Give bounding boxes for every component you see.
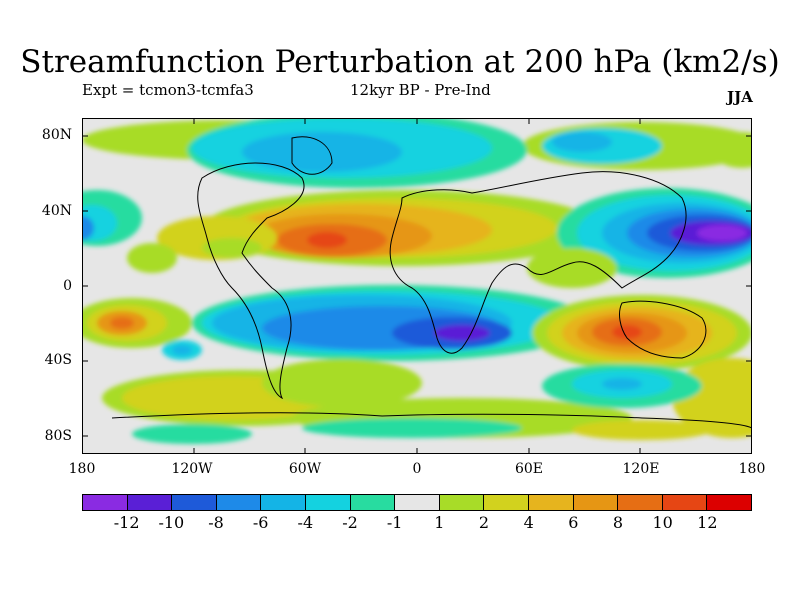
experiment-label: Expt = tcmon3-tcmfa3 <box>82 81 254 99</box>
colorbar-label: 1 <box>434 513 445 532</box>
colorbar-box <box>350 495 396 510</box>
lon-label-60e: 60E <box>514 461 544 477</box>
axis-ticks <box>82 118 752 454</box>
colorbar-box <box>528 495 574 510</box>
colorbar-box <box>261 495 306 510</box>
lat-label-eq: 0 <box>63 278 72 294</box>
season-label: JJA <box>727 88 753 106</box>
colorbar-label: 4 <box>523 513 534 532</box>
shaded-field <box>82 118 752 454</box>
lon-label-0: 0 <box>412 461 422 477</box>
colorbar-box <box>707 495 751 510</box>
colorbar-box <box>573 495 619 510</box>
lon-label-60w: 60W <box>288 461 322 477</box>
colorbar-label: 2 <box>478 513 490 532</box>
colorbar-box <box>662 495 708 510</box>
colorbar-label: 8 <box>612 513 624 532</box>
colorbar-label: -10 <box>158 513 185 532</box>
colorbar-label: -12 <box>113 513 140 532</box>
colorbar-label: -6 <box>252 513 269 532</box>
colorbar-label: 12 <box>697 513 718 532</box>
colorbar-box <box>216 495 262 510</box>
lon-label-120e: 120E <box>622 461 660 477</box>
colorbar-box <box>127 495 173 510</box>
lon-label-180e: 180 <box>738 461 766 477</box>
lat-label-80s: 80S <box>44 428 72 444</box>
coastlines <box>111 136 752 429</box>
colorbar-label: 10 <box>652 513 673 532</box>
colorbar-box <box>618 495 663 510</box>
colorbar-box <box>395 495 440 510</box>
lat-label-40n: 40N <box>41 203 72 219</box>
colorbar-label: 6 <box>568 513 579 532</box>
lat-label-40s: 40S <box>44 352 72 368</box>
colorbar-label: -8 <box>208 513 224 532</box>
colorbar-label: -2 <box>342 513 358 532</box>
colorbar <box>82 494 752 511</box>
map-title: Streamfunction Perturbation at 200 hPa (… <box>20 44 780 80</box>
colorbar-label: -4 <box>297 513 314 532</box>
map-panel <box>82 118 752 454</box>
period-label: 12kyr BP - Pre-Ind <box>350 81 491 99</box>
colorbar-box <box>172 495 217 510</box>
colorbar-box <box>83 495 128 510</box>
lon-label-120w: 120W <box>171 461 213 477</box>
colorbar-box <box>305 495 351 510</box>
colorbar-label: -1 <box>386 513 403 532</box>
lat-label-80n: 80N <box>41 127 72 143</box>
lon-label-180w: 180 <box>68 461 96 477</box>
colorbar-box <box>439 495 485 510</box>
colorbar-box <box>484 495 529 510</box>
